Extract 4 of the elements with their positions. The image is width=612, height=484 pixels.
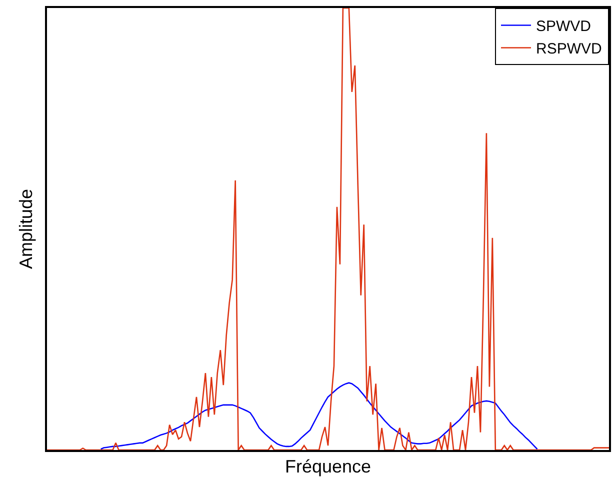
legend-label: RSPWVD bbox=[536, 40, 602, 58]
x-axis-title: Fréquence bbox=[284, 456, 372, 476]
y-axis-title: Amplitude bbox=[16, 188, 36, 270]
legend-label: SPWVD bbox=[536, 18, 592, 36]
